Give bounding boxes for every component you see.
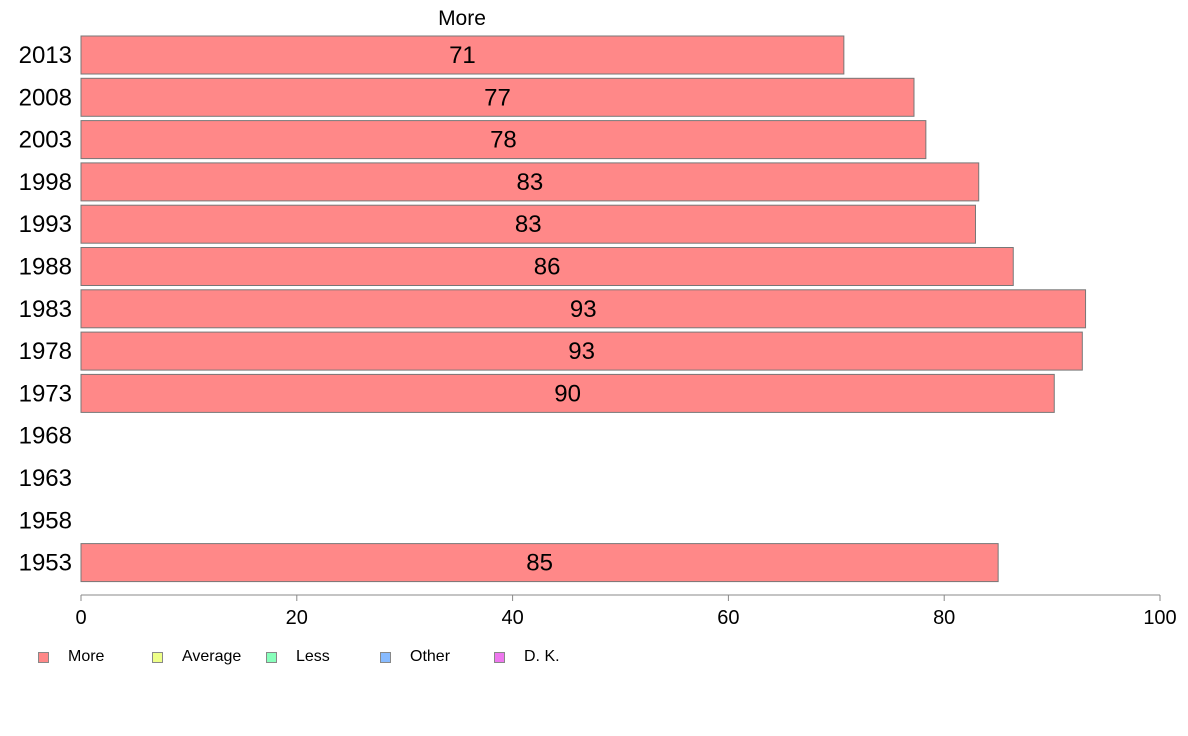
legend-label-more: More xyxy=(68,648,105,665)
bar-data-label: 90 xyxy=(554,380,581,407)
bar xyxy=(80,543,999,583)
legend-label-other: Other xyxy=(410,648,451,665)
bar xyxy=(80,77,915,117)
y-tick-label: 1953 xyxy=(19,550,72,577)
y-tick-label: 2013 xyxy=(19,42,72,69)
chart-title: More xyxy=(438,7,486,30)
legend-label-less: Less xyxy=(296,648,330,665)
y-tick-label: 2003 xyxy=(19,127,72,154)
y-tick-label: 2008 xyxy=(19,84,72,111)
y-tick-label: 1968 xyxy=(19,423,72,450)
bar-data-label: 71 xyxy=(449,42,476,69)
y-tick-label: 1958 xyxy=(19,507,72,534)
y-tick-label: 1978 xyxy=(19,338,72,365)
legend-item-less: Less xyxy=(266,648,330,666)
legend-item-dk: D. K. xyxy=(494,648,560,666)
bar xyxy=(80,247,1014,286)
legend-item-other: Other xyxy=(380,648,450,666)
bar-data-label: 77 xyxy=(484,84,511,111)
y-tick-label: 1973 xyxy=(19,380,72,407)
y-tick-label: 1963 xyxy=(19,465,72,492)
y-tick-label: 1998 xyxy=(19,169,72,196)
legend-item-more: More xyxy=(38,648,104,666)
bar-data-label: 85 xyxy=(526,550,553,577)
legend-swatch-dk xyxy=(494,651,505,663)
x-tick-label: 20 xyxy=(286,607,308,629)
legend-item-average: Average xyxy=(152,648,241,666)
legend-swatch-less xyxy=(266,651,277,663)
bar xyxy=(80,204,976,244)
bar-data-label: 93 xyxy=(570,296,597,323)
bar xyxy=(80,373,1055,413)
y-axis-labels: 2013 2008 2003 1998 1993 1988 1983 1978 1973 1968… xyxy=(19,42,72,577)
bar xyxy=(80,289,1087,329)
x-axis: 0 20 40 60 80 100 xyxy=(75,594,1177,629)
legend-swatch-more xyxy=(38,651,49,663)
bar-data-label: 83 xyxy=(515,211,542,238)
bar-data-label: 93 xyxy=(568,338,595,365)
x-tick-label: 100 xyxy=(1143,607,1176,629)
bar xyxy=(80,120,927,160)
y-tick-label: 1993 xyxy=(19,211,72,238)
y-tick-label: 1983 xyxy=(19,296,72,323)
x-tick-label: 0 xyxy=(75,607,86,629)
bar-data-label: 86 xyxy=(534,254,561,281)
legend-swatch-other xyxy=(380,651,391,663)
legend-label-dk: D. K. xyxy=(524,648,560,665)
x-tick-label: 40 xyxy=(501,607,523,629)
legend-swatch-average xyxy=(152,651,163,663)
x-tick-label: 80 xyxy=(933,607,955,629)
legend-label-average: Average xyxy=(182,648,242,665)
bar-data-label: 78 xyxy=(490,127,517,154)
y-tick-label: 1988 xyxy=(19,254,72,281)
bar xyxy=(80,35,845,75)
bar xyxy=(80,331,1083,371)
bar-data-label: 83 xyxy=(517,169,544,196)
bar xyxy=(80,162,980,202)
x-tick-label: 60 xyxy=(717,607,739,629)
